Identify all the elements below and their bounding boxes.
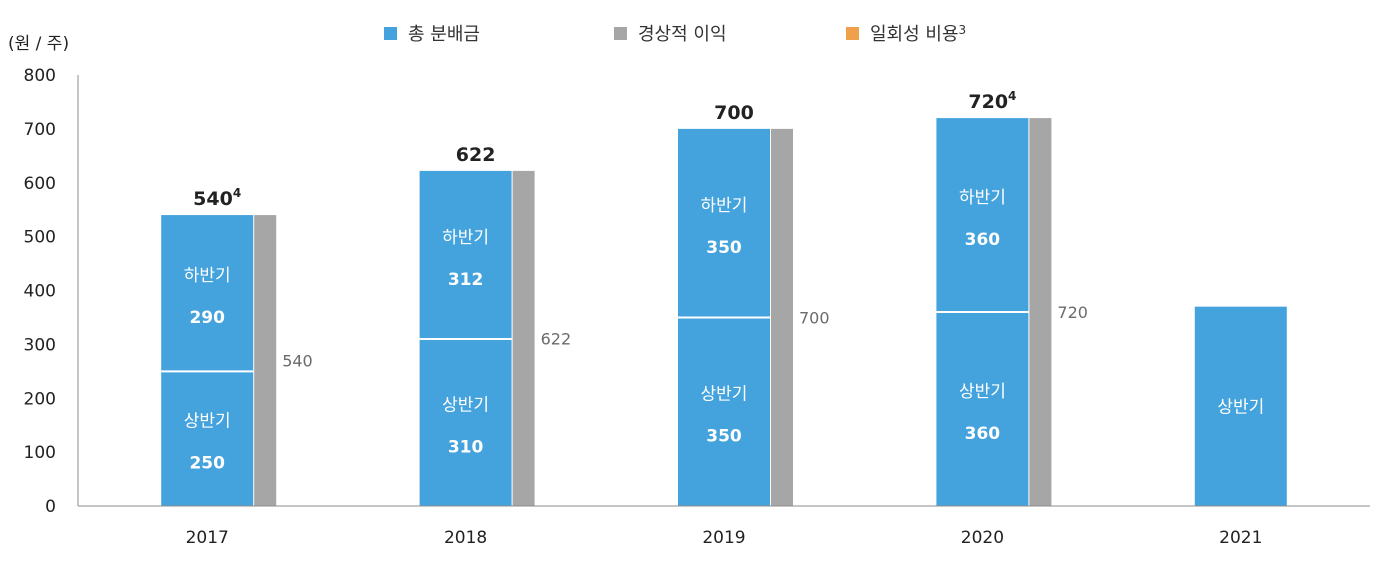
y-tick-label: 400 [24,282,56,302]
bar-second-half-value-label: 350 [706,238,742,258]
x-axis: 2017 2018 2019 2020 2021 [78,505,1370,548]
y-axis: 0 100 200 300 400 500 600 700 800 [24,66,79,517]
legend-swatch [846,27,859,40]
bar-second-half-value-label: 360 [965,230,1001,250]
bar-second-half-value-label: 290 [189,308,225,328]
bar-recurring-income [771,128,793,506]
bar-first-half-value-label: 360 [965,424,1001,444]
y-tick-label: 300 [24,335,56,355]
x-tick-label: 2021 [1219,528,1262,548]
category-group-2019: 상반기 350 하반기 350 700 700 [678,102,830,506]
y-tick-label: 200 [24,389,56,409]
total-label: 7204 [968,89,1016,113]
total-label: 5404 [193,186,241,210]
total-label: 622 [456,144,496,166]
bars: 상반기250하반기2905405404상반기310하반기312622622상반기… [161,89,1287,506]
bar-second-half-series-label: 하반기 [184,266,231,286]
total-footnote: 4 [1008,89,1016,103]
bar-first-half-value-label: 310 [448,437,484,457]
bar-recurring-income-value-label: 700 [799,308,830,327]
y-tick-label: 0 [45,497,56,517]
category-group-2020: 상반기 360 하반기 360 720 7204 [936,89,1088,506]
legend-item: 총 분배금 [384,24,480,45]
y-tick-label: 700 [24,120,56,140]
bar-second-half [419,170,512,339]
y-tick-label: 800 [24,66,56,86]
bar-first-half [161,371,254,506]
bar-first-half-value-label: 250 [189,454,225,474]
bar-first-half [1194,306,1287,506]
x-tick-label: 2020 [961,528,1004,548]
bar-second-half-value-label: 312 [448,270,484,290]
bar-second-half [161,215,254,372]
bar-recurring-income [512,170,535,506]
total-footnote: 4 [233,186,241,200]
category-group-2021: 상반기 [1194,306,1287,506]
bar-second-half [936,118,1029,313]
x-tick-label: 2018 [444,528,487,548]
legend-swatch [614,27,627,40]
bar-first-half-series-label: 상반기 [959,382,1006,402]
bar-first-half-series-label: 상반기 [442,395,489,415]
legend-label: 총 분배금 [408,24,480,45]
category-group-2017: 상반기 250 하반기 290 540 5404 [161,186,313,506]
y-tick-label: 500 [24,228,56,248]
bar-second-half-series-label: 하반기 [959,188,1006,208]
bar-first-half-series-label: 상반기 [1217,397,1264,417]
x-tick-label: 2019 [702,528,745,548]
bar-second-half-series-label: 하반기 [701,196,748,216]
legend-item: 경상적 이익 [614,24,727,45]
bar-recurring-income-value-label: 720 [1057,303,1088,322]
bar-first-half [936,312,1029,506]
bar-first-half-series-label: 상반기 [184,412,231,432]
bar-first-half [419,338,512,506]
bar-recurring-income-value-label: 622 [541,329,572,348]
y-unit-label: (원 / 주) [8,34,69,54]
y-tick-label: 600 [24,174,56,194]
legend-swatch [384,27,397,40]
bar-recurring-income-value-label: 540 [282,352,313,371]
bar-recurring-income [1029,118,1052,506]
bar-first-half-value-label: 350 [706,427,742,447]
legend-label: 경상적 이익 [638,24,727,45]
bar-first-half-series-label: 상반기 [701,385,748,405]
category-group-2018: 상반기 310 하반기 312 622 622 [419,144,572,506]
bar-first-half [678,317,770,506]
bar-second-half-series-label: 하반기 [442,228,489,248]
legend: 총 분배금 경상적 이익 일회성 비용3 [384,23,966,45]
legend-item: 일회성 비용3 [846,23,966,45]
total-label: 700 [714,102,754,124]
legend-footnote: 3 [959,23,967,37]
legend-label: 일회성 비용3 [870,23,966,45]
x-tick-label: 2017 [186,528,229,548]
y-tick-label: 100 [24,443,56,463]
bar-recurring-income [254,215,277,506]
bar-second-half [678,128,770,318]
